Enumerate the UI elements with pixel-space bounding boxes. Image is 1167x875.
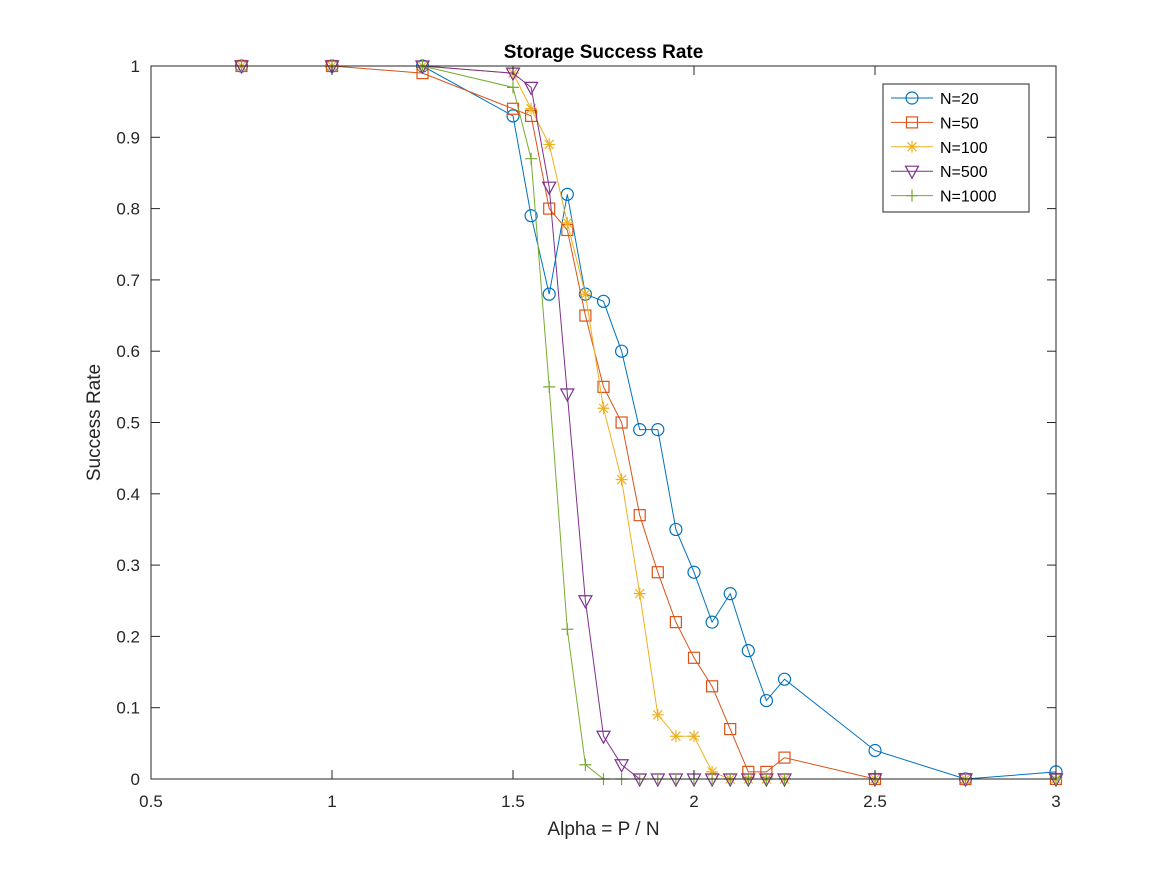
data-point — [543, 380, 556, 393]
data-point — [579, 758, 592, 771]
y-tick-label: 0.1 — [116, 699, 140, 718]
data-point — [524, 209, 538, 223]
data-point — [777, 672, 792, 686]
y-tick-label: 0.9 — [116, 128, 140, 147]
x-tick-label: 1.5 — [501, 792, 525, 811]
data-point — [597, 380, 610, 393]
y-tick-label: 1 — [131, 57, 140, 76]
data-point — [687, 651, 701, 664]
legend-marker — [905, 91, 919, 105]
data-point — [614, 759, 630, 773]
axes-layer: 0.5 1 1.5 2 2.5 3 0 0.1 0.2 0.3 0.4 0.5 0.6 0.7 0.8 0.9… — [116, 57, 1060, 811]
data-point — [778, 751, 791, 764]
data-point — [541, 181, 557, 196]
x-tick-label: 0.5 — [139, 792, 163, 811]
y-tick-label: 0.2 — [116, 627, 140, 646]
legend-label: N=100 — [940, 140, 988, 157]
data-point — [633, 423, 647, 437]
data-point — [868, 743, 882, 758]
data-point — [651, 708, 664, 721]
legend: N=20 N=50 N=100 N=500 N=1000 — [882, 83, 1030, 213]
legend-entry: N=100 — [891, 140, 988, 157]
data-point — [579, 309, 592, 322]
data-point — [542, 287, 556, 301]
legend-label: N=50 — [940, 115, 979, 132]
data-point — [559, 388, 575, 403]
data-point — [723, 587, 737, 601]
data-point — [560, 187, 574, 201]
data-point — [633, 509, 646, 522]
legend-entry: N=20 — [891, 91, 979, 108]
data-point — [597, 402, 610, 415]
data-point — [577, 595, 593, 610]
y-tick-label: 0.3 — [116, 556, 140, 575]
legend-box — [882, 83, 1030, 213]
data-point — [561, 623, 574, 636]
data-point — [614, 344, 629, 358]
legend-entry: N=500 — [891, 164, 988, 181]
legend-marker — [906, 189, 918, 202]
legend-entry: N=50 — [891, 115, 979, 132]
series-line — [241, 65, 1057, 780]
data-point — [595, 730, 612, 745]
data-point — [579, 288, 592, 301]
data-point — [561, 216, 574, 229]
data-point — [525, 102, 538, 115]
data-point — [669, 730, 682, 743]
data-point — [669, 522, 683, 537]
legend-marker — [906, 140, 918, 153]
chart-title: Storage Success Rate — [504, 42, 704, 63]
y-tick-label: 0.6 — [116, 342, 140, 361]
data-point — [596, 294, 611, 308]
data-point — [615, 473, 628, 486]
data-point — [651, 423, 665, 437]
data-point — [741, 644, 755, 658]
legend-label: N=500 — [940, 164, 988, 181]
legend-marker — [904, 165, 920, 180]
data-point — [705, 680, 719, 693]
data-point — [523, 81, 539, 96]
y-tick-label: 0.5 — [116, 414, 140, 433]
data-point — [543, 138, 556, 151]
legend-marker — [905, 116, 919, 129]
data-point — [706, 765, 719, 778]
legend-entry: N=1000 — [891, 189, 997, 206]
series-line — [241, 65, 1056, 780]
series-n-20 — [234, 59, 1063, 786]
x-axis-label: Alpha = P / N — [547, 819, 659, 840]
x-tick-label: 2.5 — [863, 792, 887, 811]
data-point — [688, 730, 700, 743]
x-tick-label: 1 — [327, 792, 336, 811]
y-tick-label: 0 — [131, 770, 140, 789]
data-point — [633, 587, 646, 600]
data-point — [705, 615, 719, 629]
legend-label: N=20 — [940, 91, 979, 108]
data-point — [687, 565, 701, 579]
data-point — [506, 109, 520, 123]
data-point — [615, 416, 628, 429]
y-tick-label: 0.7 — [116, 271, 140, 290]
data-point — [525, 152, 538, 165]
x-tick-label: 3 — [1051, 792, 1060, 811]
data-point — [724, 722, 737, 736]
y-tick-label: 0.8 — [116, 200, 140, 219]
data-point — [669, 616, 683, 629]
data-point — [759, 693, 774, 708]
data-point — [507, 81, 519, 94]
y-axis-label: Success Rate — [84, 364, 105, 481]
data-point — [651, 566, 664, 579]
y-tick-label: 0.4 — [116, 485, 140, 504]
legend-label: N=1000 — [940, 189, 997, 206]
data-point — [543, 202, 556, 215]
x-tick-label: 2 — [689, 792, 698, 811]
